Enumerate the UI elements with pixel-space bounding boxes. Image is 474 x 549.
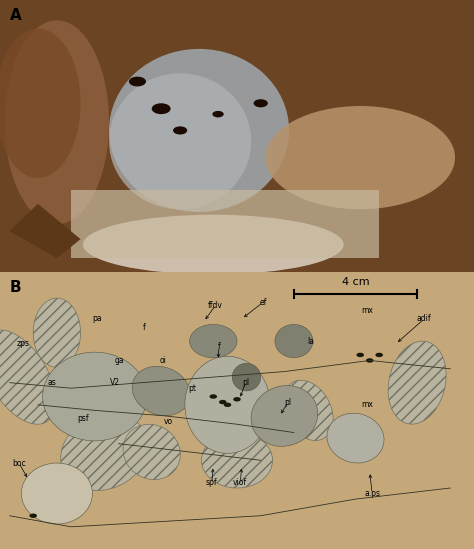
Circle shape bbox=[219, 400, 227, 404]
Ellipse shape bbox=[232, 363, 261, 391]
Ellipse shape bbox=[43, 352, 147, 441]
Ellipse shape bbox=[109, 49, 289, 212]
Text: mx: mx bbox=[361, 306, 374, 315]
Text: spf: spf bbox=[206, 478, 218, 487]
Circle shape bbox=[152, 103, 171, 114]
Ellipse shape bbox=[283, 380, 333, 440]
Polygon shape bbox=[9, 204, 81, 258]
Text: mx: mx bbox=[361, 400, 374, 410]
Circle shape bbox=[210, 394, 217, 399]
Ellipse shape bbox=[109, 74, 251, 209]
Circle shape bbox=[173, 126, 187, 135]
Text: zps: zps bbox=[16, 339, 29, 348]
Circle shape bbox=[233, 397, 241, 401]
Ellipse shape bbox=[21, 463, 92, 524]
Ellipse shape bbox=[0, 29, 81, 178]
Circle shape bbox=[29, 513, 37, 518]
Ellipse shape bbox=[5, 20, 109, 224]
FancyBboxPatch shape bbox=[0, 0, 474, 272]
Circle shape bbox=[356, 352, 364, 357]
Ellipse shape bbox=[123, 424, 180, 480]
Ellipse shape bbox=[0, 330, 55, 424]
Text: ef: ef bbox=[259, 298, 267, 307]
FancyBboxPatch shape bbox=[71, 191, 379, 258]
Circle shape bbox=[212, 111, 224, 117]
Ellipse shape bbox=[201, 433, 273, 488]
Circle shape bbox=[254, 99, 268, 108]
Text: psf: psf bbox=[77, 414, 89, 423]
Ellipse shape bbox=[190, 324, 237, 358]
Text: vo: vo bbox=[164, 417, 173, 426]
Text: 4 cm: 4 cm bbox=[342, 277, 369, 287]
Text: as: as bbox=[48, 378, 56, 387]
Ellipse shape bbox=[251, 385, 318, 446]
Ellipse shape bbox=[83, 215, 344, 274]
Text: pl: pl bbox=[284, 397, 292, 407]
Text: ga: ga bbox=[115, 356, 124, 365]
Text: ffdv: ffdv bbox=[208, 300, 223, 310]
Text: a.ps: a.ps bbox=[364, 489, 380, 498]
Text: pt: pt bbox=[188, 384, 196, 393]
Circle shape bbox=[129, 77, 146, 86]
Text: viof: viof bbox=[233, 478, 247, 487]
FancyBboxPatch shape bbox=[0, 272, 474, 549]
Ellipse shape bbox=[388, 341, 446, 424]
Ellipse shape bbox=[185, 356, 270, 453]
Ellipse shape bbox=[275, 324, 313, 358]
Ellipse shape bbox=[265, 106, 455, 209]
Ellipse shape bbox=[132, 366, 190, 416]
Text: la: la bbox=[307, 337, 314, 345]
Text: B: B bbox=[9, 280, 21, 295]
Text: A: A bbox=[9, 8, 21, 23]
Ellipse shape bbox=[33, 298, 81, 367]
Text: f: f bbox=[218, 342, 220, 351]
Text: pl: pl bbox=[242, 378, 249, 387]
Circle shape bbox=[224, 402, 231, 407]
Text: pa: pa bbox=[92, 315, 102, 323]
Circle shape bbox=[366, 358, 374, 363]
Text: V2: V2 bbox=[109, 378, 120, 387]
Text: f: f bbox=[143, 323, 146, 332]
Ellipse shape bbox=[327, 413, 384, 463]
Text: boc: boc bbox=[12, 458, 26, 468]
Text: oi: oi bbox=[160, 356, 167, 365]
Ellipse shape bbox=[61, 413, 148, 490]
Text: adif: adif bbox=[417, 315, 431, 323]
Circle shape bbox=[375, 352, 383, 357]
